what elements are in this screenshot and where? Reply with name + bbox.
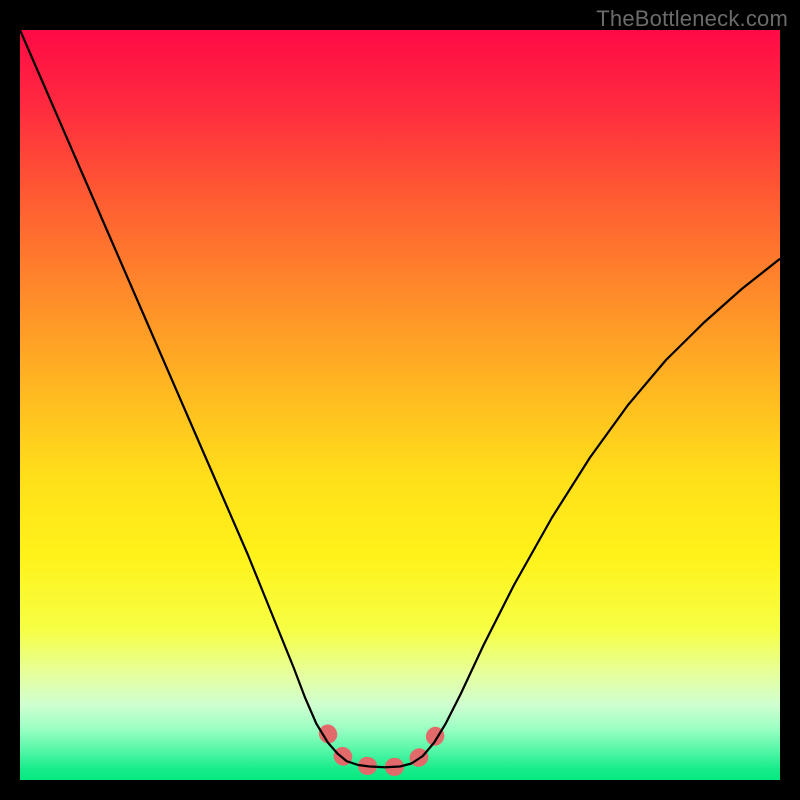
bottleneck-curve (20, 30, 780, 767)
watermark-text: TheBottleneck.com (596, 6, 788, 32)
plot-area (20, 30, 780, 780)
chart-frame: TheBottleneck.com (0, 0, 800, 800)
curve-svg (20, 30, 780, 780)
